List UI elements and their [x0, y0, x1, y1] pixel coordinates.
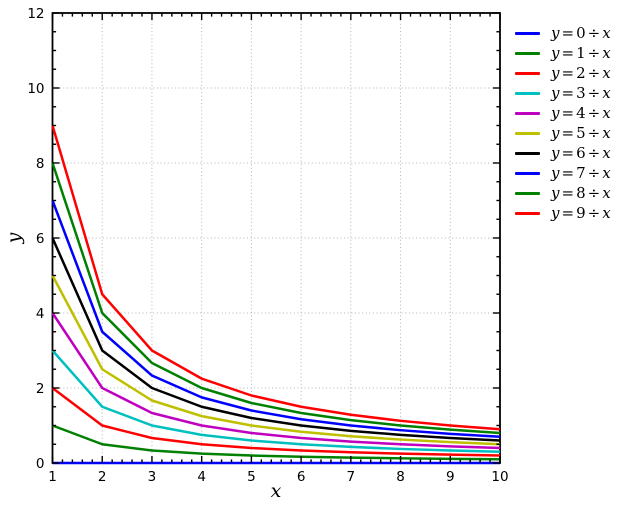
- legend-label: y = 2 ÷ x: [551, 64, 611, 82]
- legend-entry: y = 7 ÷ x: [515, 163, 612, 183]
- x-tick-label: 8: [396, 469, 405, 485]
- legend-line-swatch: [515, 191, 540, 195]
- legend-label: y = 8 ÷ x: [551, 184, 611, 202]
- legend-line-swatch: [515, 51, 540, 55]
- x-tick-label: 4: [197, 469, 206, 485]
- y-axis-label: y: [3, 232, 25, 244]
- x-axis-label: x: [270, 480, 282, 502]
- legend-entry: y = 5 ÷ x: [515, 123, 612, 143]
- legend-label: y = 6 ÷ x: [551, 144, 611, 162]
- series-line-7: [51, 200, 501, 438]
- legend-entry: y = 9 ÷ x: [515, 203, 612, 223]
- legend-line-swatch: [515, 211, 540, 215]
- x-tick-label: 9: [446, 469, 455, 485]
- x-tick-label: 6: [297, 469, 306, 485]
- x-tick-label: 5: [247, 469, 256, 485]
- series-line-9: [51, 125, 501, 431]
- legend-entry: y = 4 ÷ x: [515, 103, 612, 123]
- legend-line-swatch: [515, 31, 540, 35]
- legend-label: y = 5 ÷ x: [551, 124, 611, 142]
- y-tick-label: 2: [36, 381, 45, 397]
- legend-label: y = 0 ÷ x: [551, 24, 611, 42]
- y-tick-label: 0: [36, 456, 45, 472]
- x-tick-label: 10: [491, 469, 508, 485]
- x-tick-label: 2: [98, 469, 107, 485]
- y-tick-label: 8: [36, 156, 45, 172]
- legend: y = 0 ÷ x y = 1 ÷ x y = 2 ÷ x y = 3 ÷ x y = 4 ÷ x y = 5 ÷ x y = 6 ÷ x y = 7 ÷ x…: [515, 23, 612, 223]
- series-line-4: [51, 312, 501, 450]
- legend-line-swatch: [515, 71, 540, 75]
- series-line-8: [51, 162, 501, 435]
- legend-entry: y = 1 ÷ x: [515, 43, 612, 63]
- legend-line-swatch: [515, 91, 540, 95]
- legend-label: y = 1 ÷ x: [551, 44, 611, 62]
- x-tick-label: 7: [347, 469, 356, 485]
- legend-line-swatch: [515, 171, 540, 175]
- legend-label: y = 7 ÷ x: [551, 164, 611, 182]
- legend-label: y = 3 ÷ x: [551, 84, 611, 102]
- legend-entry: y = 0 ÷ x: [515, 23, 612, 43]
- series-line-5: [51, 274, 501, 446]
- y-tick-label: 12: [27, 6, 44, 22]
- legend-label: y = 4 ÷ x: [551, 104, 611, 122]
- series-line-6: [51, 237, 501, 442]
- y-tick-label: 4: [36, 306, 45, 322]
- legend-line-swatch: [515, 111, 540, 115]
- x-tick-label: 3: [148, 469, 157, 485]
- legend-entry: y = 2 ÷ x: [515, 63, 612, 83]
- legend-label: y = 9 ÷ x: [551, 204, 611, 222]
- x-tick-label: 1: [48, 469, 57, 485]
- y-tick-label: 6: [36, 231, 45, 247]
- series-line-3: [51, 349, 501, 453]
- y-tick-label: 10: [27, 81, 44, 97]
- legend-line-swatch: [515, 151, 540, 155]
- legend-line-swatch: [515, 131, 540, 135]
- legend-entry: y = 3 ÷ x: [515, 83, 612, 103]
- series-line-2: [51, 387, 501, 457]
- series-line-1: [52, 424, 501, 461]
- legend-entry: y = 8 ÷ x: [515, 183, 612, 203]
- legend-entry: y = 6 ÷ x: [515, 143, 612, 163]
